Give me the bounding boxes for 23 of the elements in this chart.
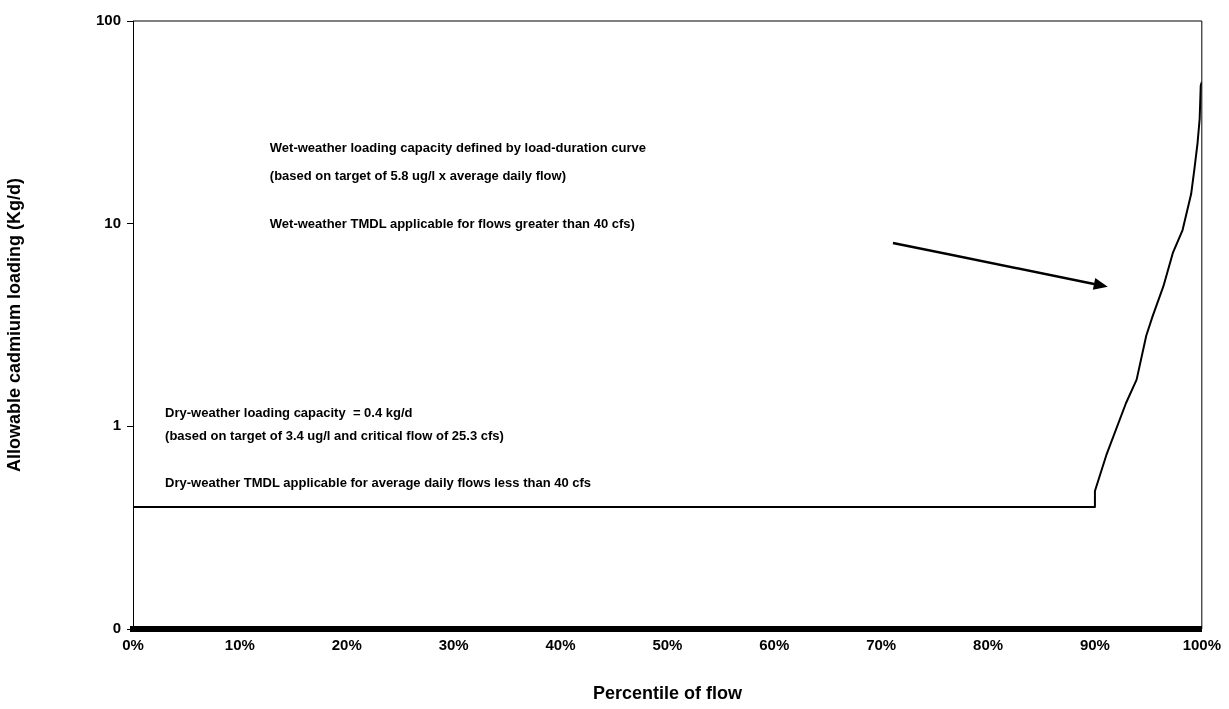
x-tick-label: 30%: [438, 636, 469, 654]
annotation: Dry-weather loading capacity = 0.4 kg/d: [165, 405, 413, 421]
annotation: Wet-weather TMDL applicable for flows greater than 40 cfs): [269, 216, 635, 232]
x-tick-label: 70%: [866, 636, 897, 654]
x-tick-label: 20%: [331, 636, 362, 654]
x-tick-label: 10%: [224, 636, 255, 654]
x-tick-label: 40%: [545, 636, 576, 654]
x-tick-label: 60%: [759, 636, 790, 654]
x-axis-title: Percentile of flow: [592, 683, 743, 704]
x-tick-label: 80%: [973, 636, 1004, 654]
y-tick-label: 0: [112, 619, 121, 637]
annotation: Wet-weather loading capacity defined by load-duration curve: [269, 140, 646, 156]
x-tick-label: 50%: [652, 636, 683, 654]
x-tick-label: 0%: [122, 636, 144, 654]
annotation: Dry-weather TMDL applicable for average daily flows less than 40 cfs: [165, 474, 592, 490]
annotation: (based on target of 3.4 ug/l and critical flow of 25.3 cfs): [165, 428, 504, 444]
y-tick-label: 10: [104, 213, 121, 231]
x-tick-label: 100%: [1182, 636, 1222, 654]
y-axis-title: Allowable cadmium loading (Kg/d): [3, 177, 24, 473]
x-tick-label: 90%: [1079, 636, 1110, 654]
y-tick-label: 100: [95, 11, 121, 29]
y-tick-label: 1: [112, 416, 121, 434]
annotation: (based on target of 5.8 ug/l x average daily flow): [269, 167, 566, 183]
